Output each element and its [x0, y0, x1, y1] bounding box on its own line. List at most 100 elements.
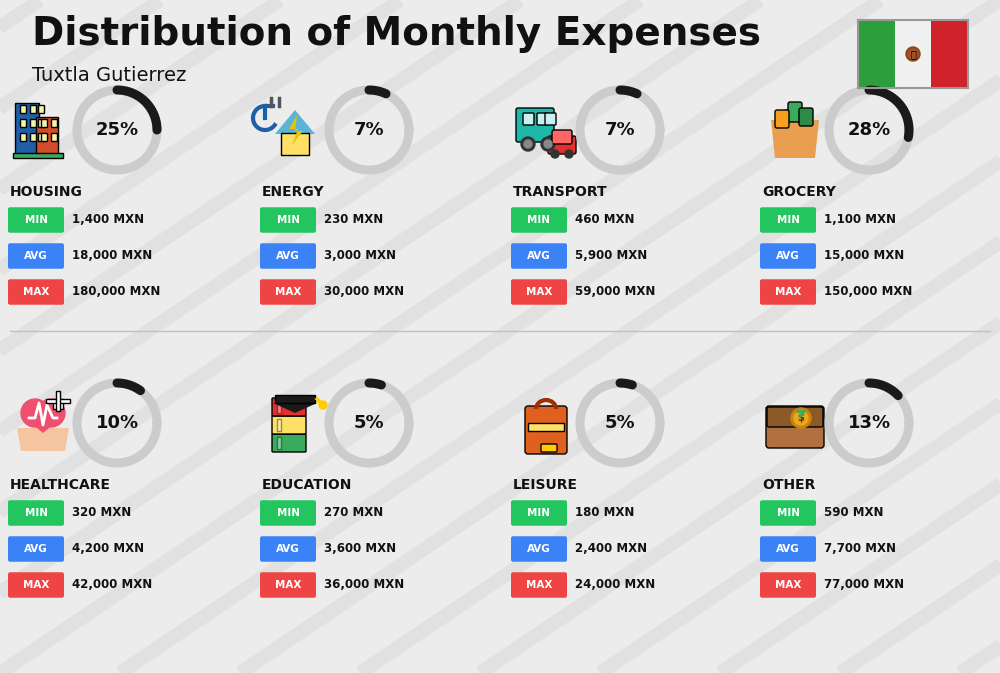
Bar [858, 20, 968, 88]
Text: TRANSPORT: TRANSPORT [513, 185, 608, 199]
Text: AVG: AVG [776, 544, 800, 554]
FancyBboxPatch shape [511, 243, 567, 269]
FancyBboxPatch shape [36, 117, 58, 155]
Text: Tuxtla Gutierrez: Tuxtla Gutierrez [32, 66, 186, 85]
Text: 30,000 MXN: 30,000 MXN [324, 285, 404, 299]
Circle shape [791, 408, 811, 428]
Text: 10%: 10% [95, 414, 139, 432]
Text: MIN: MIN [776, 215, 800, 225]
Text: 5%: 5% [605, 414, 635, 432]
FancyBboxPatch shape [20, 133, 26, 141]
Text: 13%: 13% [847, 414, 891, 432]
Circle shape [524, 140, 532, 148]
Polygon shape [17, 428, 69, 451]
FancyBboxPatch shape [760, 536, 816, 562]
FancyBboxPatch shape [260, 279, 316, 305]
Text: MIN: MIN [528, 508, 550, 518]
FancyBboxPatch shape [51, 119, 57, 127]
FancyBboxPatch shape [13, 153, 63, 158]
Text: 150,000 MXN: 150,000 MXN [824, 285, 912, 299]
FancyBboxPatch shape [30, 133, 36, 141]
Circle shape [565, 150, 573, 158]
Text: 590 MXN: 590 MXN [824, 507, 884, 520]
FancyBboxPatch shape [41, 133, 47, 141]
FancyBboxPatch shape [760, 572, 816, 598]
FancyBboxPatch shape [516, 108, 554, 142]
Text: 270 MXN: 270 MXN [324, 507, 383, 520]
Text: GROCERY: GROCERY [762, 185, 836, 199]
FancyBboxPatch shape [8, 243, 64, 269]
Polygon shape [21, 415, 65, 433]
FancyBboxPatch shape [8, 500, 64, 526]
FancyBboxPatch shape [552, 130, 572, 144]
FancyBboxPatch shape [528, 423, 564, 431]
FancyBboxPatch shape [20, 105, 26, 113]
Text: AVG: AVG [527, 251, 551, 261]
FancyBboxPatch shape [272, 416, 306, 434]
FancyBboxPatch shape [799, 108, 813, 126]
Text: 3,000 MXN: 3,000 MXN [324, 250, 396, 262]
Text: Distribution of Monthly Expenses: Distribution of Monthly Expenses [32, 15, 761, 53]
FancyBboxPatch shape [15, 103, 39, 155]
FancyBboxPatch shape [8, 207, 64, 233]
Text: 7%: 7% [605, 121, 635, 139]
FancyBboxPatch shape [511, 279, 567, 305]
FancyBboxPatch shape [523, 113, 534, 125]
FancyBboxPatch shape [788, 102, 802, 122]
Text: 3,600 MXN: 3,600 MXN [324, 542, 396, 555]
Circle shape [21, 399, 49, 427]
FancyBboxPatch shape [545, 113, 556, 125]
FancyBboxPatch shape [766, 406, 824, 448]
FancyBboxPatch shape [51, 133, 57, 141]
Text: 🦅: 🦅 [910, 49, 916, 59]
FancyBboxPatch shape [272, 398, 306, 416]
Text: OTHER: OTHER [762, 478, 815, 492]
FancyBboxPatch shape [760, 243, 816, 269]
Polygon shape [771, 120, 819, 158]
Text: 59,000 MXN: 59,000 MXN [575, 285, 655, 299]
Polygon shape [275, 110, 315, 134]
Text: MAX: MAX [23, 287, 49, 297]
Text: 230 MXN: 230 MXN [324, 213, 383, 227]
Text: MAX: MAX [275, 287, 301, 297]
Text: MAX: MAX [526, 580, 552, 590]
Text: 28%: 28% [847, 121, 891, 139]
Text: AVG: AVG [24, 251, 48, 261]
FancyBboxPatch shape [525, 406, 567, 454]
Text: 7%: 7% [354, 121, 384, 139]
Circle shape [794, 411, 808, 425]
Text: MIN: MIN [776, 508, 800, 518]
FancyBboxPatch shape [8, 279, 64, 305]
Text: AVG: AVG [527, 544, 551, 554]
Text: 180 MXN: 180 MXN [575, 507, 634, 520]
Text: HOUSING: HOUSING [10, 185, 83, 199]
Circle shape [521, 137, 535, 151]
Text: ENERGY: ENERGY [262, 185, 325, 199]
Text: 24,000 MXN: 24,000 MXN [575, 579, 655, 592]
Text: MAX: MAX [275, 580, 301, 590]
Polygon shape [289, 115, 303, 145]
Text: $: $ [798, 413, 804, 423]
Circle shape [906, 47, 920, 61]
Text: MAX: MAX [526, 287, 552, 297]
FancyBboxPatch shape [260, 572, 316, 598]
FancyBboxPatch shape [41, 119, 47, 127]
Text: 42,000 MXN: 42,000 MXN [72, 579, 152, 592]
FancyBboxPatch shape [541, 444, 557, 452]
Text: MIN: MIN [528, 215, 550, 225]
FancyBboxPatch shape [760, 207, 816, 233]
FancyBboxPatch shape [775, 110, 789, 128]
FancyBboxPatch shape [277, 437, 281, 449]
FancyBboxPatch shape [260, 500, 316, 526]
Circle shape [541, 137, 555, 151]
Text: 1,100 MXN: 1,100 MXN [824, 213, 896, 227]
Circle shape [37, 399, 65, 427]
Text: MIN: MIN [24, 215, 48, 225]
Text: 180,000 MXN: 180,000 MXN [72, 285, 160, 299]
Text: MIN: MIN [24, 508, 48, 518]
FancyBboxPatch shape [767, 407, 823, 427]
Text: 15,000 MXN: 15,000 MXN [824, 250, 904, 262]
FancyBboxPatch shape [277, 401, 281, 413]
FancyBboxPatch shape [931, 20, 968, 88]
Text: AVG: AVG [276, 544, 300, 554]
